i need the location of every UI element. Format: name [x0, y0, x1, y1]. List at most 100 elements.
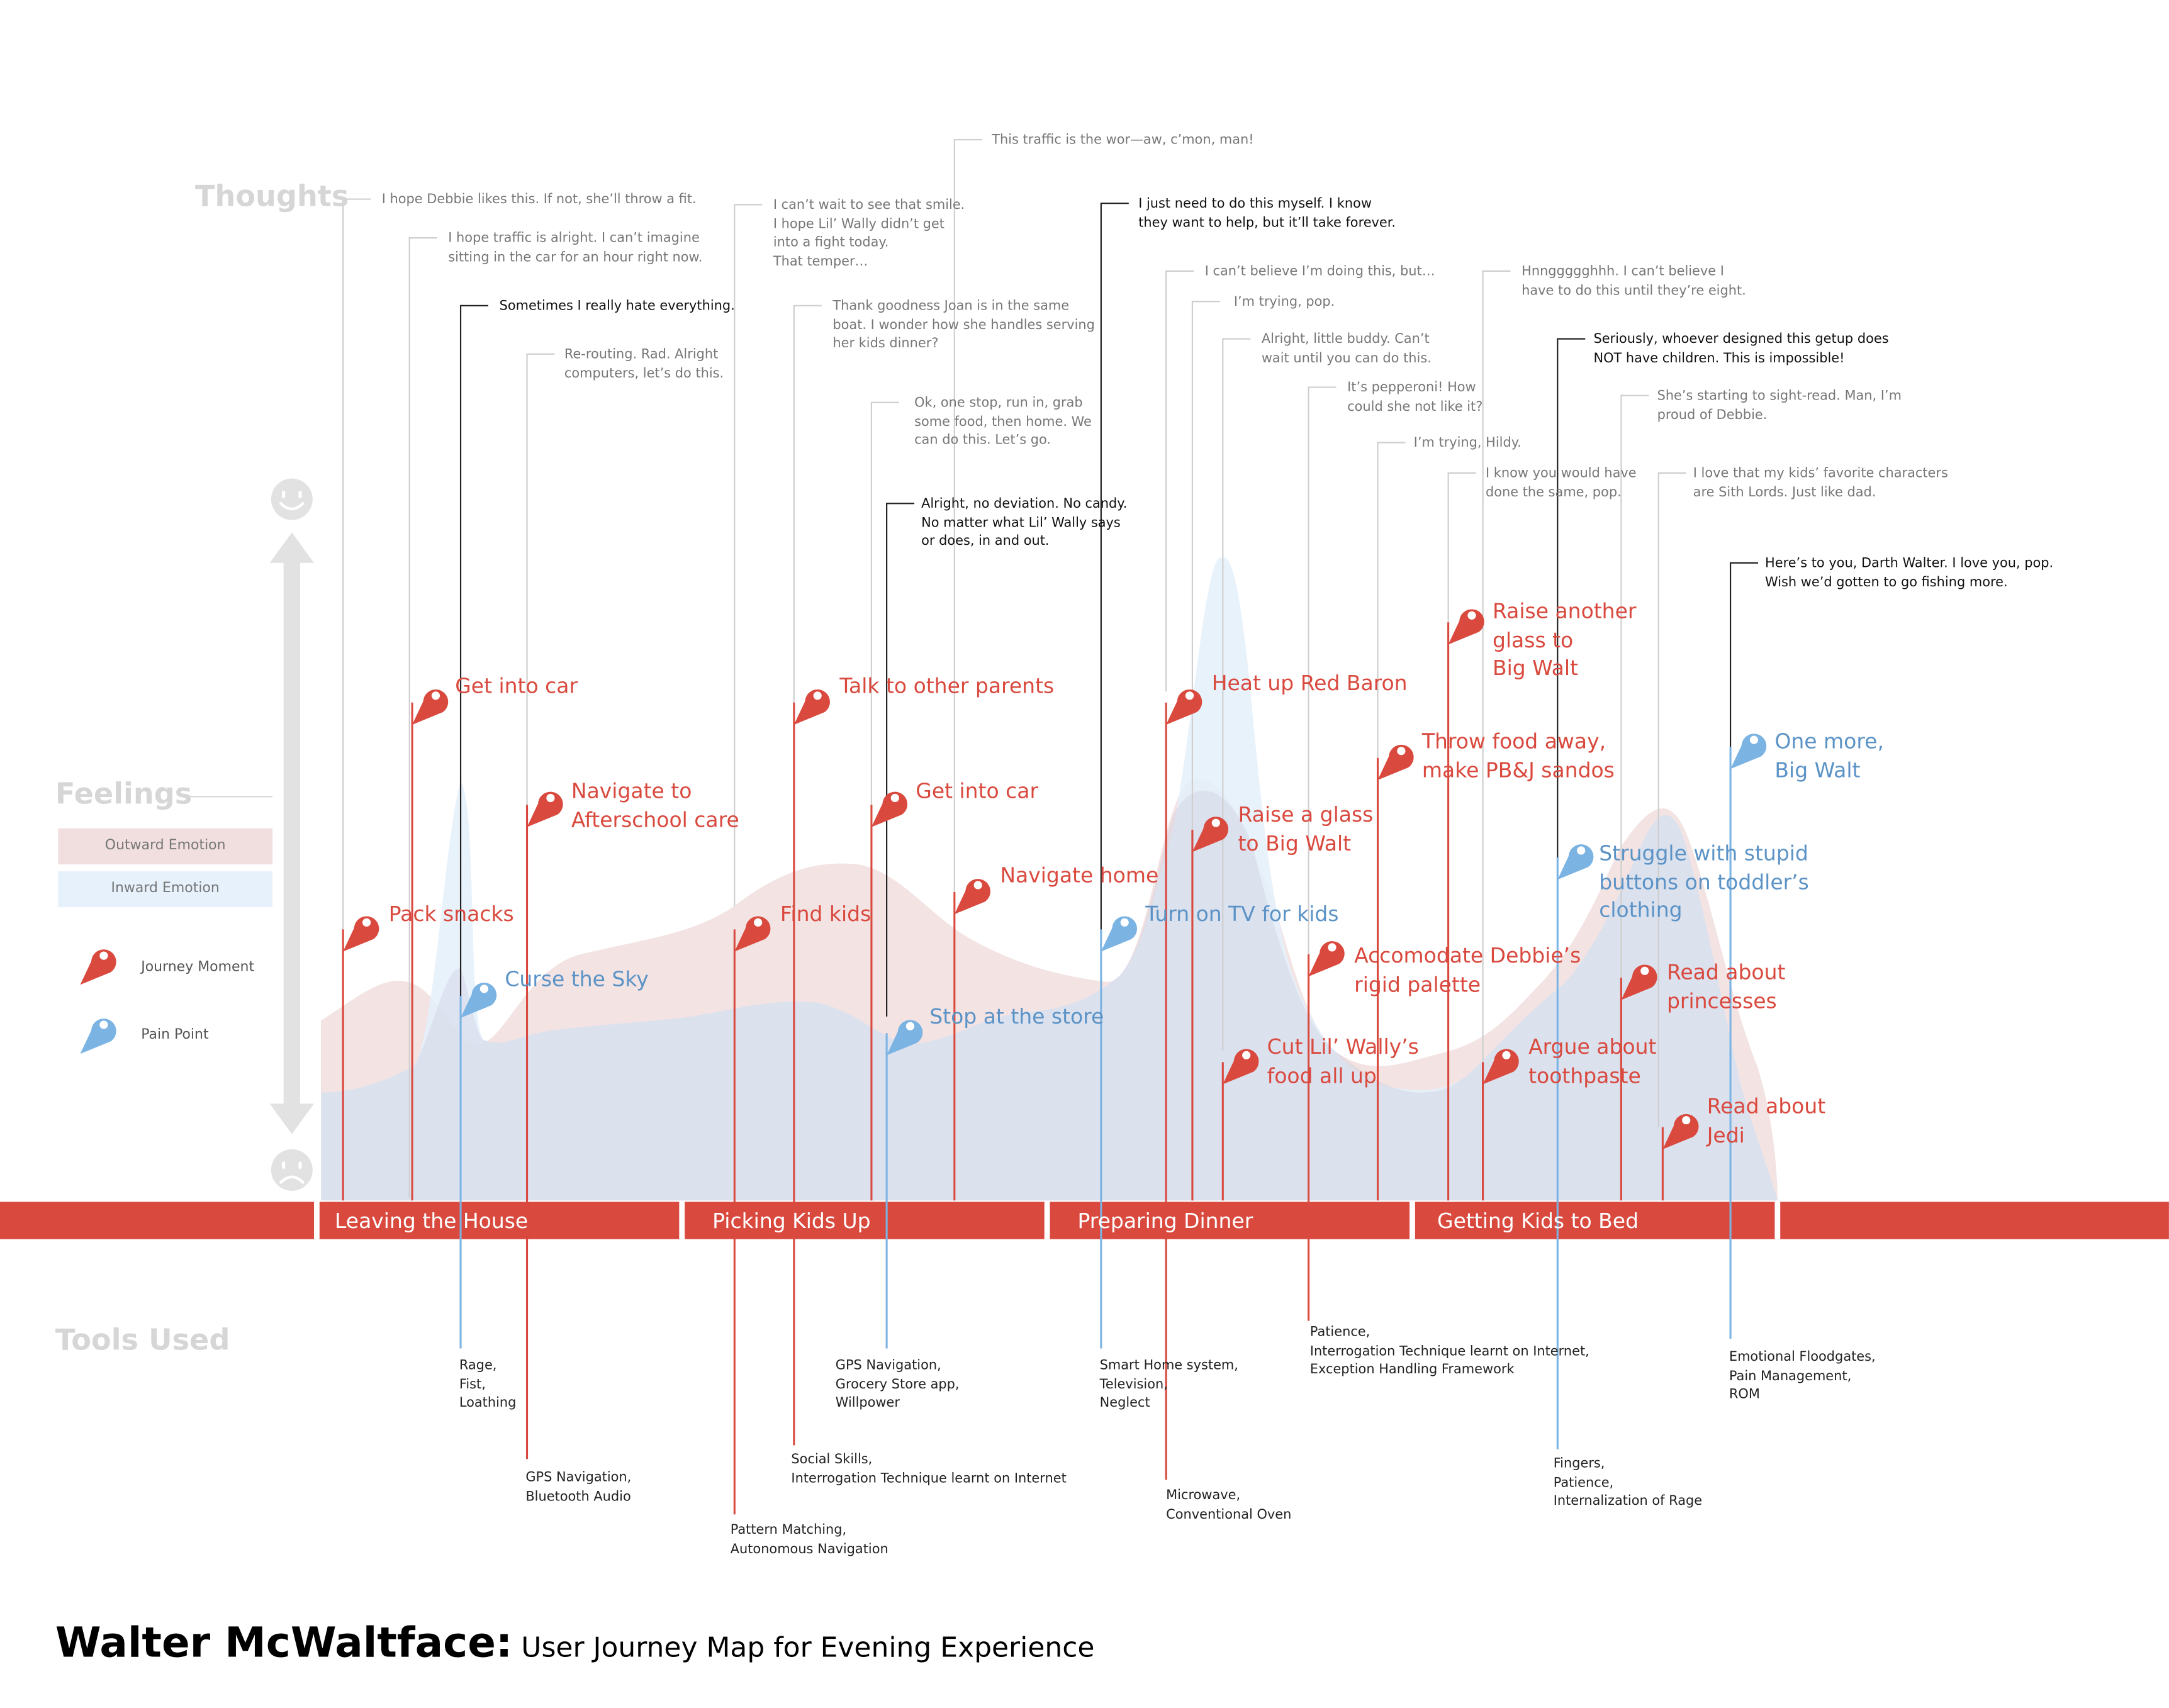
tools-used: Patience, Interrogation Technique learnt…	[1309, 1325, 1589, 1378]
page-title: Walter McWaltface: User Journey Map for …	[55, 1619, 1095, 1668]
timeline-gap	[1044, 1202, 1050, 1239]
journey-pin-icon	[1448, 609, 1484, 645]
journey-pin-icon	[412, 689, 449, 725]
thought: Re-routing. Rad. Alright computers, let’…	[564, 347, 724, 381]
journey-moment: Heat up Red Baron	[1211, 671, 1408, 696]
sad-face-eyes	[282, 1161, 302, 1169]
tools-used: Pattern Matching, Autonomous Navigation	[730, 1522, 888, 1557]
stage-picking-kids-up: Picking Kids Up	[712, 1208, 871, 1234]
journey-moment: Raise another glass to Big Walt	[1492, 598, 1637, 681]
thought-connector	[1620, 394, 1649, 978]
thought: Alright, no deviation. No candy. No matt…	[921, 496, 1128, 549]
pain-pin-icon	[461, 983, 497, 1019]
legend-journey-pin-icon	[80, 949, 116, 985]
journey-pin-icon	[1377, 744, 1414, 780]
tools-used: Rage, Fist, Loathing	[459, 1358, 517, 1411]
happy-face-icon	[271, 478, 313, 520]
thought-connector	[953, 138, 982, 892]
stage-getting-kids-to-bed: Getting Kids to Bed	[1437, 1208, 1639, 1234]
thought: Hnnggggghhh. I can’t believe I have to d…	[1522, 264, 1746, 298]
thought-connector	[1377, 442, 1406, 758]
pain-pin-icon	[887, 1020, 923, 1056]
thought-connector	[734, 204, 763, 906]
pain-pin-icon	[1557, 844, 1594, 880]
legend-outward-emotion: Outward Emotion	[58, 828, 273, 864]
tools-used: Social Skills, Interrogation Technique l…	[791, 1452, 1067, 1487]
happy-face-eyes	[282, 490, 302, 498]
journey-moment: Raise a glass to Big Walt	[1238, 802, 1374, 856]
journey-moment: Get into car	[916, 778, 1039, 804]
journey-pin-icon	[1621, 964, 1657, 1000]
tools-used: GPS Navigation, Bluetooth Audio	[525, 1470, 632, 1504]
thought: I just need to do this myself. I know th…	[1138, 196, 1396, 231]
journey-pin-icon	[1223, 1049, 1259, 1085]
pain-pin-icon	[1101, 916, 1137, 952]
timeline-gap	[1774, 1202, 1781, 1239]
scale-down-arrow	[269, 1103, 315, 1134]
pain-point: Turn on TV for kids	[1145, 901, 1339, 927]
thought-connector	[1729, 562, 1759, 747]
tools-used: Emotional Floodgates, Pain Management, R…	[1729, 1349, 1876, 1403]
thought: Sometimes I really hate everything.	[499, 298, 735, 315]
journey-pin-icon	[343, 916, 379, 952]
timeline-gap	[1410, 1202, 1415, 1239]
thought-connector	[1222, 338, 1251, 1051]
thought: She’s starting to sight-read. Man, I’m p…	[1657, 388, 1902, 423]
thought: Ok, one stop, run in, grab some food, th…	[914, 395, 1092, 449]
pain-point: Stop at the store	[929, 1004, 1104, 1029]
scale-up-arrow	[269, 532, 315, 563]
journey-pin-icon	[1192, 817, 1229, 852]
stage-preparing-dinner: Preparing Dinner	[1077, 1208, 1253, 1234]
journey-moment: Navigate home	[1000, 862, 1159, 888]
thought: I hope Debbie likes this. If not, she’ll…	[381, 192, 697, 208]
journey-pin-icon	[734, 916, 771, 952]
legend-journey-moment: Journey Moment	[141, 959, 255, 975]
journey-moment: Pack snacks	[388, 901, 514, 927]
tools-used: Smart Home system, Television, Neglect	[1099, 1358, 1238, 1411]
thought: I can’t wait to see that smile. I hope L…	[773, 198, 965, 269]
journey-pin-icon	[527, 791, 563, 827]
thought-connector	[1308, 386, 1337, 954]
thought: I hope traffic is alright. I can’t imagi…	[448, 231, 703, 265]
thought: I can’t believe I’m doing this, but…	[1204, 264, 1435, 280]
journey-moment: Accomodate Debbie’s rigid palette	[1354, 943, 1581, 996]
thought: I know you would have done the same, pop…	[1485, 466, 1637, 500]
sad-face-mouth	[279, 1175, 305, 1184]
journey-moment: Read about princesses	[1666, 959, 1786, 1013]
tools-used: Microwave, Conventional Oven	[1166, 1488, 1292, 1522]
persona-name: Walter McWaltface:	[55, 1619, 513, 1668]
thought-connector	[1482, 270, 1511, 1065]
thought: Alright, little buddy. Can’t wait until …	[1261, 332, 1432, 366]
journey-moment: Navigate to Afterschool care	[571, 778, 739, 832]
page-subtitle: User Journey Map for Evening Experience	[512, 1630, 1095, 1664]
thought-connector	[793, 304, 822, 713]
journey-moment: Find kids	[780, 901, 872, 927]
moment-stems	[342, 622, 1732, 1515]
legend-inward-emotion: Inward Emotion	[58, 871, 273, 908]
thought: I’m trying, pop.	[1233, 294, 1335, 310]
thought-connector	[459, 304, 488, 1017]
pain-point: Curse the Sky	[505, 966, 649, 992]
thought: Seriously, whoever designed this getup d…	[1593, 332, 1889, 366]
thought-connector	[342, 198, 371, 1198]
thought-connector	[408, 237, 437, 1198]
legend-pain-pin-icon	[80, 1019, 116, 1054]
thought-connector	[526, 353, 555, 823]
thought-connector	[1191, 301, 1220, 830]
tools-heading: Tools Used	[55, 1323, 230, 1357]
thought: I’m trying, Hildy.	[1413, 435, 1522, 451]
overlap-tint	[321, 790, 1778, 1201]
thought-connector	[870, 401, 899, 823]
stage-leaving-the-house: Leaving the House	[334, 1208, 529, 1234]
sad-face-icon	[271, 1149, 313, 1191]
journey-moment: Get into car	[455, 673, 578, 699]
thought-connector	[1657, 472, 1686, 1127]
journey-pin-icon	[1662, 1114, 1699, 1149]
journey-pin-icon	[793, 689, 830, 725]
legend-pain-point: Pain Point	[141, 1027, 209, 1043]
journey-pin-icon	[954, 879, 990, 915]
tools-used: Fingers, Patience, Internalization of Ra…	[1553, 1456, 1703, 1509]
timeline-gap	[314, 1202, 320, 1239]
